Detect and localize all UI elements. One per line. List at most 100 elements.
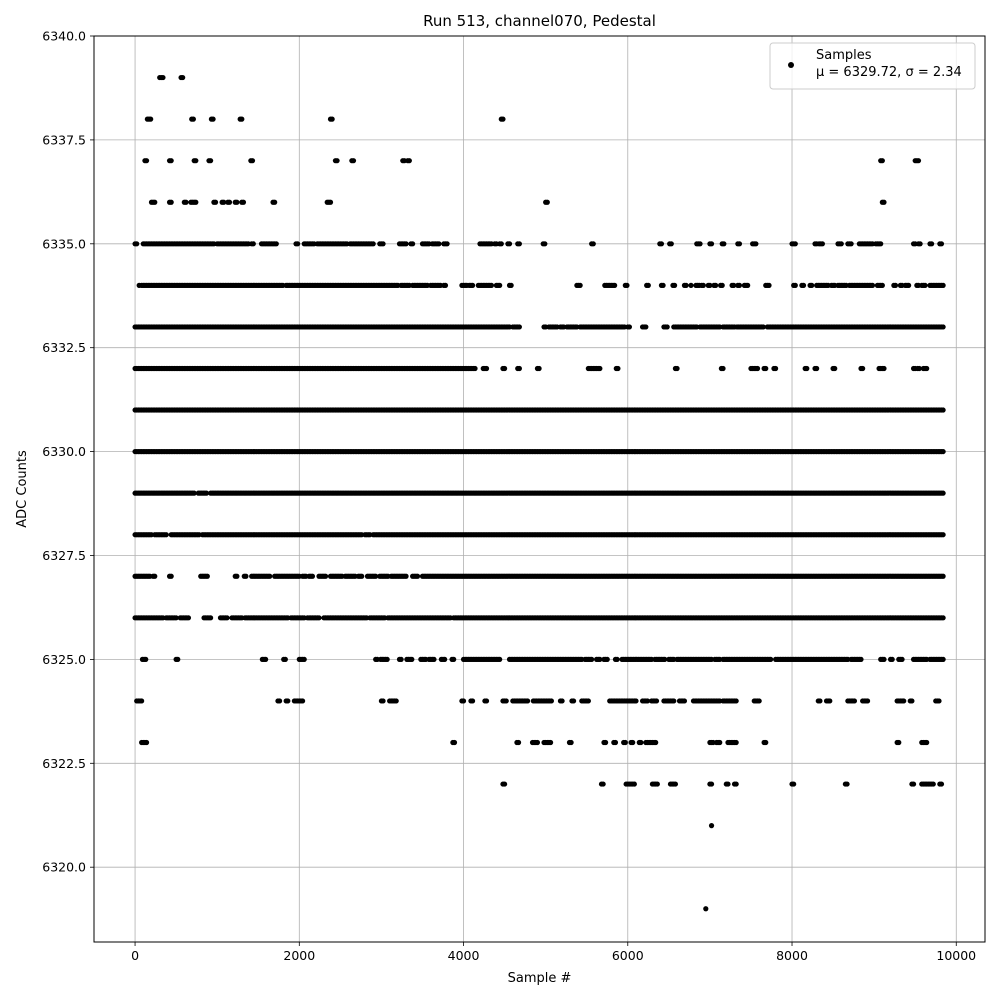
data-point — [922, 282, 928, 288]
data-point — [658, 241, 665, 247]
data-point — [671, 282, 678, 288]
data-point — [700, 282, 706, 288]
data-point — [152, 573, 158, 579]
y-tick-label: 6325.0 — [42, 652, 86, 667]
data-point — [597, 365, 603, 372]
data-point — [547, 739, 554, 746]
data-point — [713, 282, 719, 288]
data-point — [373, 573, 379, 579]
data-point — [708, 823, 715, 829]
data-point — [444, 241, 450, 247]
data-point — [168, 573, 174, 579]
data-point — [488, 282, 495, 288]
data-point — [660, 282, 666, 288]
data-point — [309, 573, 316, 579]
data-point — [707, 282, 713, 288]
data-point — [662, 656, 668, 662]
data-point — [500, 116, 506, 122]
data-point — [414, 573, 421, 579]
data-point — [359, 573, 365, 579]
data-point — [930, 781, 936, 787]
data-point — [881, 199, 887, 205]
data-point — [501, 365, 508, 372]
data-point — [615, 365, 621, 372]
data-point — [469, 698, 476, 704]
data-point — [208, 615, 214, 621]
y-tick-label: 6340.0 — [42, 29, 86, 44]
data-point — [906, 282, 912, 288]
data-point — [604, 656, 610, 662]
data-point — [697, 241, 703, 247]
y-tick-label: 6320.0 — [42, 860, 86, 875]
data-point — [719, 282, 725, 288]
data-point — [472, 365, 478, 372]
data-point — [703, 906, 709, 912]
data-point — [733, 698, 739, 704]
data-point — [668, 241, 674, 247]
data-point — [756, 698, 762, 704]
data-point — [860, 365, 866, 372]
data-point — [766, 282, 772, 288]
data-point — [250, 241, 256, 247]
data-point — [792, 282, 798, 288]
data-point — [272, 199, 278, 205]
data-point — [940, 532, 946, 538]
chart-title: Run 513, channel070, Pedestal — [423, 12, 656, 30]
data-point — [590, 241, 596, 247]
data-point — [644, 698, 651, 704]
x-tick-label: 0 — [131, 948, 139, 963]
data-point — [180, 74, 186, 81]
data-point — [409, 656, 415, 662]
data-point — [436, 241, 442, 247]
data-point — [814, 365, 820, 372]
data-point — [234, 573, 240, 579]
data-point — [249, 158, 256, 164]
data-point — [612, 739, 619, 746]
data-point — [832, 365, 838, 372]
data-point — [191, 490, 197, 496]
data-point — [160, 74, 166, 81]
data-point — [301, 656, 307, 662]
data-point — [924, 739, 930, 746]
data-point — [380, 698, 386, 704]
data-point — [763, 365, 769, 372]
legend-stats-label: μ = 6329.72, σ = 2.34 — [816, 65, 962, 80]
data-point — [234, 199, 240, 205]
legend-series-label: Samples — [816, 48, 872, 63]
data-point — [654, 781, 660, 787]
data-point — [299, 698, 306, 704]
data-point — [754, 365, 761, 372]
data-point — [674, 365, 680, 372]
data-point — [322, 573, 329, 579]
data-point — [681, 698, 688, 704]
data-point — [910, 781, 917, 787]
data-point — [282, 656, 288, 662]
data-point — [940, 573, 946, 579]
data-point — [600, 781, 606, 787]
data-point — [503, 698, 509, 704]
data-point — [653, 739, 659, 746]
data-point — [139, 698, 145, 704]
data-point — [899, 656, 905, 662]
data-point — [240, 199, 247, 205]
data-point — [570, 698, 577, 704]
data-point — [327, 199, 334, 205]
data-point — [393, 698, 399, 704]
data-point — [536, 365, 542, 372]
data-point — [267, 573, 273, 579]
data-point — [516, 365, 522, 372]
data-point — [671, 698, 677, 704]
y-tick-label: 6330.0 — [42, 444, 86, 459]
legend: Samples μ = 6329.72, σ = 2.34 — [769, 42, 976, 90]
data-point — [645, 282, 651, 288]
x-tick-label: 6000 — [612, 948, 644, 963]
data-point — [653, 698, 660, 704]
data-point — [295, 241, 301, 247]
data-point — [185, 615, 192, 621]
data-point — [168, 199, 174, 205]
data-point — [745, 282, 751, 288]
data-point — [731, 282, 737, 288]
data-point — [672, 781, 679, 787]
data-point — [929, 241, 935, 247]
